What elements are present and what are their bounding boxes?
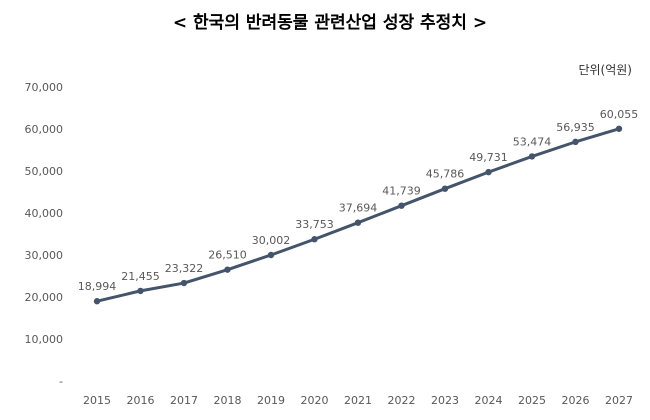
data-point — [267, 251, 275, 259]
y-tick-label: 60,000 — [25, 123, 64, 136]
x-tick-label: 2026 — [562, 394, 590, 407]
y-axis: - 10,000 20,000 30,000 40,000 50,000 60,000 70,… — [25, 81, 64, 388]
x-tick-label: 2023 — [431, 394, 459, 407]
unit-label: 단위(억원) — [578, 63, 632, 77]
data-label: 33,753 — [295, 218, 334, 231]
x-tick-label: 2017 — [170, 394, 198, 407]
data-point — [572, 138, 579, 146]
data-point — [224, 266, 231, 273]
data-label: 37,694 — [339, 202, 378, 215]
data-point — [441, 185, 449, 192]
series-line — [93, 125, 623, 305]
x-axis: 2015 2016 2017 2018 2019 2020 2021 2022 2023 2024… — [83, 394, 633, 407]
data-label: 45,786 — [426, 168, 465, 181]
x-tick-label: 2016 — [127, 394, 155, 407]
y-tick-label: 20,000 — [25, 291, 64, 304]
x-tick-label: 2020 — [301, 394, 329, 407]
data-point — [93, 298, 101, 305]
data-point — [137, 287, 144, 295]
x-tick-label: 2025 — [518, 394, 546, 407]
data-label: 60,055 — [600, 108, 639, 121]
y-tick-label: 10,000 — [25, 333, 64, 346]
data-labels: 18,994 21,455 23,322 26,510 30,002 33,753 37,6… — [78, 108, 639, 293]
x-tick-label: 2015 — [83, 394, 111, 407]
y-tick-label: 70,000 — [25, 81, 64, 94]
x-tick-label: 2018 — [214, 394, 242, 407]
x-tick-label: 2027 — [605, 394, 633, 407]
x-tick-label: 2021 — [344, 394, 372, 407]
data-point — [311, 236, 318, 243]
data-label: 56,935 — [556, 121, 595, 134]
x-tick-label: 2024 — [475, 394, 503, 407]
y-tick-label: - — [59, 375, 63, 388]
x-tick-label: 2022 — [388, 394, 416, 407]
chart-title: < 한국의 반려동물 관련산업 성장 추정치 > — [173, 13, 487, 33]
data-point — [398, 202, 405, 209]
data-label: 41,739 — [382, 185, 421, 198]
y-tick-label: 30,000 — [25, 249, 64, 262]
data-label: 30,002 — [252, 234, 291, 247]
data-label: 26,510 — [208, 249, 247, 262]
data-label: 18,994 — [78, 280, 117, 293]
data-point — [485, 168, 492, 176]
data-label: 53,474 — [513, 135, 552, 148]
data-point — [615, 125, 623, 132]
data-label: 23,322 — [165, 262, 204, 275]
y-tick-label: 50,000 — [25, 165, 64, 178]
data-point — [180, 279, 188, 287]
data-point — [354, 219, 362, 226]
data-point — [528, 153, 536, 160]
series-path — [95, 127, 621, 303]
x-tick-label: 2019 — [257, 394, 285, 407]
data-label: 21,455 — [121, 270, 160, 283]
data-label: 49,731 — [469, 151, 508, 164]
y-tick-label: 40,000 — [25, 207, 64, 220]
